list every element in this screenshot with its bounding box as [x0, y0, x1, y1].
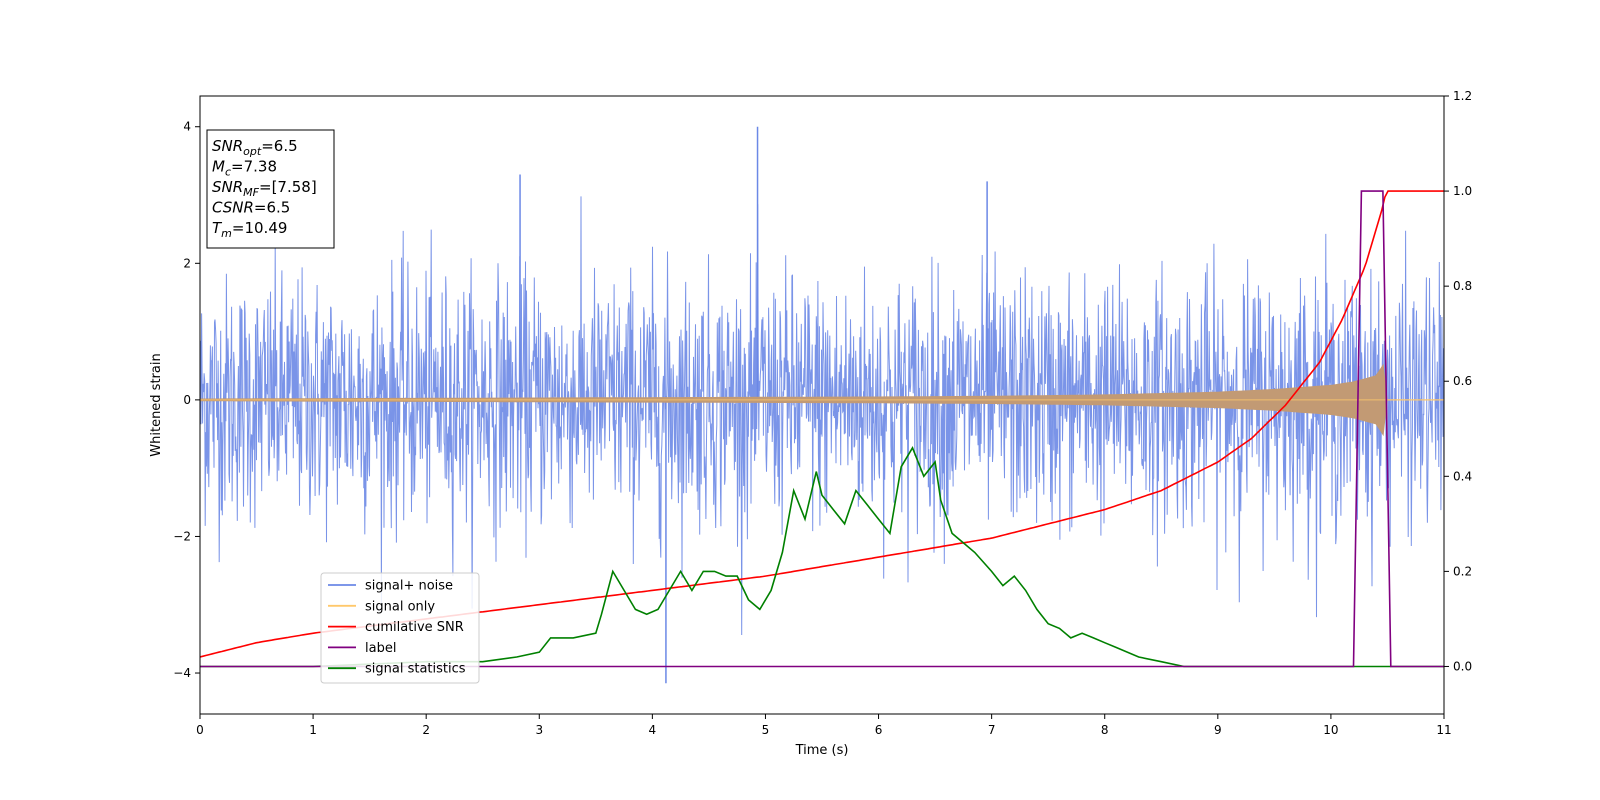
legend-label: label [365, 641, 396, 656]
x-tick-label: 9 [1214, 723, 1222, 737]
series-layer [200, 126, 1444, 684]
legend[interactable]: signal+ noise signal only cumilative SNR la… [320, 572, 480, 684]
x-tick-label: 1 [309, 723, 317, 737]
x-tick-label: 0 [196, 723, 204, 737]
x-tick-label: 7 [988, 723, 996, 737]
plot-frame [199, 95, 1445, 715]
x-axis-label: Time (s) [795, 743, 849, 758]
series-label [200, 190, 1444, 668]
x-tick-label: 10 [1323, 723, 1338, 737]
y2-tick-label: 0.6 [1453, 374, 1472, 388]
x-tick-label: 6 [875, 723, 883, 737]
legend-label: cumilative SNR [365, 620, 464, 635]
annotation-line: Mc=7.38 [212, 158, 277, 179]
legend-label: signal only [365, 599, 435, 614]
y2-tick-label: 1.2 [1453, 89, 1472, 103]
x-tick-label: 3 [535, 723, 543, 737]
y-tick-label: 4 [183, 120, 191, 134]
annotation-line: SNRMF=[7.58] [212, 178, 317, 199]
annotation-frame [206, 129, 335, 249]
x-tick-label: 4 [649, 723, 657, 737]
x-tick-label: 2 [422, 723, 430, 737]
y2-tick-label: 0.0 [1453, 659, 1472, 673]
legend-label: signal+ noise [365, 579, 453, 594]
y2-tick-label: 0.8 [1453, 279, 1472, 293]
y2-tick-label: 0.4 [1453, 469, 1472, 483]
x-tick-label: 5 [762, 723, 770, 737]
y-tick-label: −4 [173, 666, 191, 680]
annotation-line: SNRopt=6.5 [212, 137, 298, 158]
x-tick-label: 11 [1436, 723, 1451, 737]
y-axis-label: Whitened strain [149, 353, 164, 456]
y-tick-label: 0 [183, 393, 191, 407]
series-signal-statistics [200, 445, 1444, 668]
annotation-line: Tm=10.49 [212, 219, 287, 240]
annotation-line: CSNR=6.5 [212, 199, 290, 217]
y-tick-label: 2 [183, 256, 191, 270]
y-tick-label: −2 [173, 529, 191, 543]
x-tick-label: 8 [1101, 723, 1109, 737]
ticks-layer: 0 1 2 3 4 5 6 7 8 9 10 11 −4 −2 0 2 4 0.0 0.2 0.4 0.6 0.8 1.0 1… [173, 89, 1472, 737]
y2-tick-label: 1.0 [1453, 184, 1472, 198]
legend-label: signal statistics [365, 662, 466, 677]
series-signal-noise [200, 196, 1444, 636]
y2-tick-label: 0.2 [1453, 564, 1472, 578]
legend-frame [320, 572, 480, 684]
